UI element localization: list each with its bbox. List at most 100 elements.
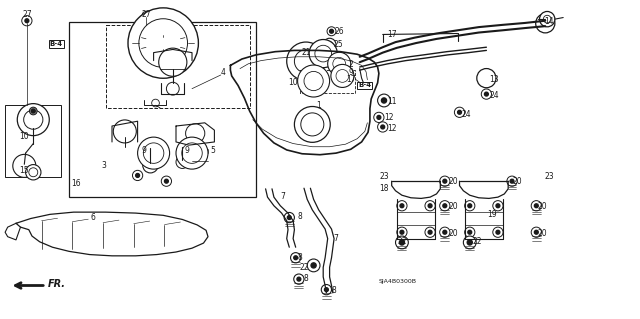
Ellipse shape — [323, 38, 336, 51]
Ellipse shape — [540, 11, 555, 27]
Ellipse shape — [397, 227, 407, 237]
Ellipse shape — [113, 120, 136, 143]
Text: 6: 6 — [90, 213, 95, 222]
Text: 21: 21 — [301, 48, 310, 57]
Ellipse shape — [374, 112, 384, 122]
Ellipse shape — [22, 16, 32, 26]
Text: 12: 12 — [387, 124, 396, 133]
Ellipse shape — [294, 274, 304, 284]
Ellipse shape — [176, 137, 208, 169]
Ellipse shape — [324, 288, 328, 292]
Text: 22: 22 — [397, 237, 406, 246]
Ellipse shape — [315, 45, 332, 62]
Ellipse shape — [397, 201, 407, 211]
Text: 24: 24 — [461, 110, 471, 119]
Ellipse shape — [543, 15, 551, 23]
Text: 20: 20 — [448, 177, 458, 186]
Text: 4: 4 — [220, 68, 225, 77]
Text: 9: 9 — [141, 146, 147, 155]
Ellipse shape — [454, 107, 465, 117]
Ellipse shape — [378, 94, 390, 107]
Ellipse shape — [440, 227, 450, 237]
Ellipse shape — [287, 42, 325, 80]
Ellipse shape — [311, 263, 316, 268]
Ellipse shape — [182, 143, 202, 163]
Ellipse shape — [138, 137, 170, 169]
Ellipse shape — [294, 107, 330, 142]
Ellipse shape — [161, 176, 172, 186]
Ellipse shape — [326, 41, 333, 48]
Text: 5: 5 — [210, 146, 215, 155]
Ellipse shape — [440, 176, 450, 186]
Ellipse shape — [287, 216, 291, 219]
Ellipse shape — [507, 176, 517, 186]
Ellipse shape — [381, 98, 387, 103]
Text: FR.: FR. — [48, 279, 66, 289]
Text: 23: 23 — [379, 172, 389, 181]
Ellipse shape — [493, 201, 503, 211]
Ellipse shape — [396, 236, 408, 249]
Ellipse shape — [458, 110, 461, 114]
Ellipse shape — [164, 179, 168, 183]
Ellipse shape — [467, 240, 472, 245]
Ellipse shape — [428, 230, 432, 234]
Ellipse shape — [465, 227, 475, 237]
Ellipse shape — [493, 227, 503, 237]
Text: 7: 7 — [333, 234, 339, 243]
Ellipse shape — [152, 99, 159, 107]
Ellipse shape — [400, 230, 404, 234]
Text: 7: 7 — [280, 192, 285, 201]
Ellipse shape — [510, 179, 514, 183]
Ellipse shape — [440, 201, 450, 211]
Text: B-4: B-4 — [358, 83, 371, 88]
Ellipse shape — [297, 277, 301, 281]
Ellipse shape — [159, 48, 187, 76]
Ellipse shape — [481, 89, 492, 99]
Ellipse shape — [468, 204, 472, 208]
Ellipse shape — [328, 52, 351, 75]
Text: B-4: B-4 — [50, 41, 63, 47]
Ellipse shape — [331, 64, 354, 87]
Text: 8: 8 — [332, 286, 337, 295]
Text: 25: 25 — [333, 40, 343, 49]
Ellipse shape — [399, 240, 404, 245]
Ellipse shape — [128, 8, 198, 78]
Text: 15: 15 — [19, 166, 29, 175]
Ellipse shape — [327, 27, 336, 36]
Text: 8: 8 — [297, 253, 302, 262]
Text: 22: 22 — [300, 263, 308, 272]
Ellipse shape — [377, 115, 381, 119]
Ellipse shape — [463, 236, 476, 249]
Ellipse shape — [330, 29, 333, 33]
Ellipse shape — [307, 259, 320, 272]
Text: 14: 14 — [544, 17, 554, 26]
Text: 19: 19 — [486, 210, 497, 219]
Text: 24: 24 — [489, 91, 499, 100]
Ellipse shape — [284, 212, 294, 223]
Text: 20: 20 — [448, 202, 458, 211]
Bar — [106, 25, 250, 108]
Text: 20: 20 — [448, 229, 458, 238]
Text: 20: 20 — [538, 229, 548, 238]
Bar — [5, 105, 61, 177]
Ellipse shape — [166, 82, 179, 95]
Ellipse shape — [294, 50, 317, 73]
Text: 17: 17 — [346, 75, 356, 84]
Ellipse shape — [428, 204, 432, 208]
Text: 9: 9 — [348, 68, 353, 77]
Text: 9: 9 — [184, 146, 189, 155]
Ellipse shape — [186, 124, 205, 143]
Text: 27: 27 — [141, 10, 151, 19]
Ellipse shape — [534, 204, 538, 208]
Text: 16: 16 — [70, 179, 81, 188]
Text: 3: 3 — [101, 161, 106, 170]
Ellipse shape — [443, 179, 447, 183]
Ellipse shape — [400, 204, 404, 208]
Text: SJA4B0300B: SJA4B0300B — [379, 279, 417, 284]
Ellipse shape — [443, 204, 447, 208]
Ellipse shape — [139, 19, 188, 67]
Bar — [69, 22, 256, 197]
Ellipse shape — [25, 19, 29, 23]
Text: 26: 26 — [334, 27, 344, 36]
Text: 10: 10 — [288, 78, 298, 87]
